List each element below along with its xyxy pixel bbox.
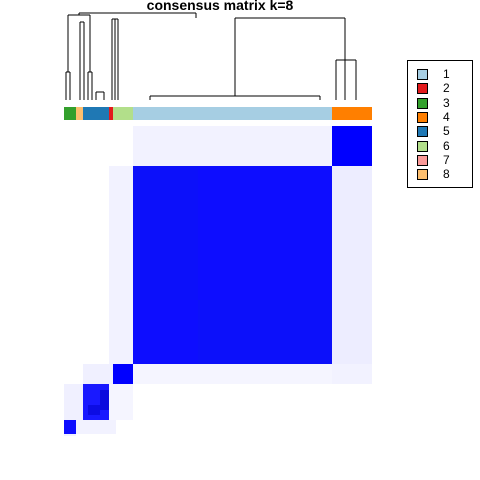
heatmap-body (64, 126, 372, 436)
heatmap-block-class-3 (64, 420, 76, 434)
heatmap-block-class-6 (113, 364, 133, 384)
legend-label: 3 (443, 95, 450, 110)
annotation-cell-class-8 (76, 107, 83, 120)
legend-label: 2 (443, 81, 450, 96)
heatmap-tile (88, 405, 100, 415)
heatmap-faint-cell (76, 420, 116, 434)
legend-label: 7 (443, 152, 450, 167)
legend-swatch (417, 69, 428, 80)
legend-swatch (417, 111, 428, 123)
heatmap-subblock (133, 166, 198, 300)
annotation-cell-class-4 (332, 107, 372, 120)
heatmap-faint-cell (133, 364, 332, 384)
annotation-cell-class-6 (113, 107, 133, 120)
heatmap-faint-cell (332, 364, 372, 384)
legend-label: 8 (443, 167, 450, 182)
heatmap-faint-cell (64, 384, 83, 420)
legend-swatch (417, 97, 428, 109)
legend-swatch (417, 126, 428, 138)
heatmap-faint-cell (133, 126, 332, 166)
class-annotation-bar (64, 107, 372, 120)
heatmap-faint-cell (83, 364, 113, 384)
annotation-cell-class-1 (133, 107, 332, 120)
annotation-cell-class-3 (64, 107, 76, 120)
heatmap-faint-cell (64, 434, 76, 436)
legend-swatch (417, 83, 428, 95)
heatmap-faint-cell (109, 166, 133, 364)
annotation-cell-class-5 (83, 107, 109, 120)
heatmap-faint-cell (332, 166, 372, 364)
annotation-cell-class-2 (109, 107, 113, 120)
legend-label: 6 (443, 138, 450, 153)
heatmap-tile (100, 390, 109, 410)
dendrogram (65, 12, 357, 100)
legend-label: 4 (443, 109, 450, 124)
legend-label: 1 (443, 67, 450, 81)
heatmap-subblock (198, 300, 332, 364)
legend-label: 5 (443, 124, 450, 139)
heatmap-faint-cell (109, 384, 133, 420)
legend-swatch (417, 154, 428, 166)
chart-title: consensus matrix k=8 (146, 0, 294, 13)
legend-swatch (417, 169, 428, 181)
heatmap-block-class-4 (332, 126, 372, 166)
legend-swatch (417, 140, 428, 152)
